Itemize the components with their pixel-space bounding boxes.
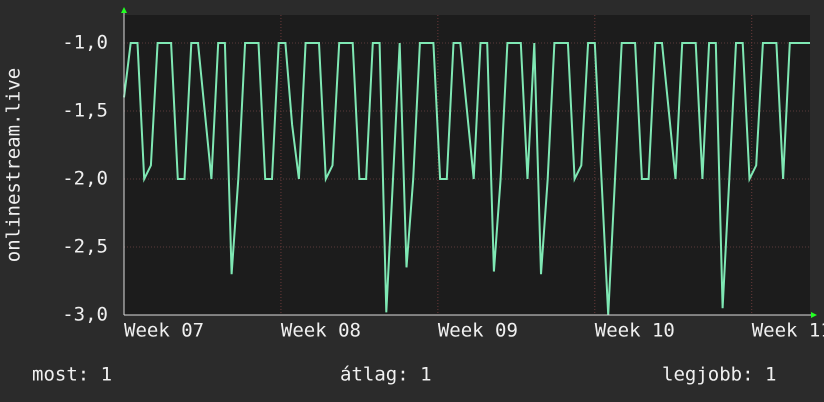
x-tick-label: Week 08	[281, 320, 361, 342]
x-tick-label: Week 07	[124, 320, 204, 342]
y-tick-label: -1,0	[62, 32, 108, 54]
x-tick-label: Week 10	[595, 320, 675, 342]
y-tick-label: -2,0	[62, 168, 108, 190]
series-line	[123, 42, 810, 316]
x-tick-label: Week 09	[438, 320, 518, 342]
footer-now: most: 1	[32, 364, 112, 386]
plot-area	[124, 15, 810, 315]
y-tick-label: -2,5	[62, 236, 108, 258]
x-tick-label: Week 11	[752, 320, 824, 342]
marks	[123, 42, 810, 316]
y-tick-label: -1,5	[62, 100, 108, 122]
footer-max: legjobb: 1	[662, 364, 776, 386]
x-arrow	[811, 312, 817, 318]
footer-avg: átlag: 1	[340, 364, 432, 386]
y-arrow	[121, 7, 127, 13]
y-axis-label: onlinestream.live	[3, 68, 25, 262]
y-tick-label: -3,0	[62, 304, 108, 326]
